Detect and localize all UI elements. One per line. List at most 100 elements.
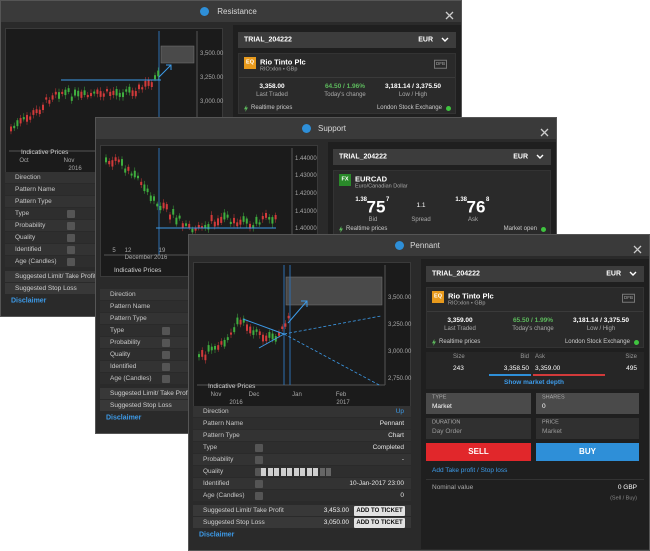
quote-value: 3,359.00 — [447, 316, 473, 324]
y-tick-label: 3,250.00 — [388, 322, 412, 328]
candle-body — [278, 332, 280, 336]
candle-body — [220, 341, 223, 345]
candle-body — [236, 317, 239, 325]
candle-body — [131, 90, 134, 96]
close-button[interactable] — [540, 124, 549, 137]
candle-body — [246, 324, 248, 331]
take-profit-link[interactable]: Add Take profit / Stop loss — [432, 466, 508, 474]
quality-bar-segment — [287, 468, 292, 476]
suggested-label: Suggested Limit/ Take Profit — [15, 272, 96, 280]
close-cross — [540, 128, 549, 137]
quote-value: 3,358.00 — [259, 82, 285, 90]
candle-body — [144, 80, 147, 87]
detail-row — [193, 442, 411, 453]
depth-value: 243 — [453, 364, 464, 372]
detail-value: Completed — [372, 443, 404, 451]
suggested-label: Suggested Limit/ Take Profit — [110, 389, 191, 397]
candle-body — [223, 339, 226, 347]
candle-body — [51, 95, 54, 100]
add-to-ticket-button[interactable] — [354, 506, 405, 516]
add-to-ticket-button[interactable] — [354, 518, 405, 528]
candle-body — [140, 181, 143, 186]
account-selector[interactable] — [238, 32, 456, 48]
detail-label: Pattern Type — [110, 314, 147, 322]
candle-body — [236, 222, 239, 227]
depth-value: 3,359.00 — [535, 364, 561, 372]
candle-body — [287, 315, 290, 319]
x-year-label: 2016 — [229, 400, 243, 406]
chart-caption: Indicative Prices — [21, 148, 69, 156]
instrument-name: EURCAD — [355, 174, 388, 184]
candle-body — [86, 94, 89, 98]
candle-body — [239, 319, 242, 325]
detail-row — [193, 418, 411, 429]
account-currency: EUR — [606, 270, 621, 278]
nominal-note: (Sell / Buy) — [610, 495, 637, 502]
candle-body — [143, 184, 146, 192]
quote-value: 64.50 / 1.96% — [324, 82, 366, 90]
realtime-icon — [244, 105, 248, 112]
detail-label: Type — [15, 209, 30, 217]
status-dot — [541, 226, 546, 232]
show-market-depth[interactable]: Show market depth — [504, 378, 564, 386]
detail-label: Identified — [203, 479, 230, 487]
account-selector[interactable] — [333, 149, 551, 165]
info-icon — [255, 468, 263, 476]
candle-body — [207, 345, 210, 352]
close-button[interactable] — [445, 7, 454, 20]
candle-body — [127, 166, 130, 171]
detail-row — [193, 490, 411, 501]
detail-row — [193, 406, 411, 417]
depth-bid-bar — [489, 374, 531, 376]
instrument-badge — [339, 174, 351, 186]
candle-body — [245, 218, 248, 224]
disclaimer-link[interactable]: Disclaimer — [199, 531, 235, 539]
close-button[interactable] — [633, 241, 642, 254]
x-year-label: December 2016 — [124, 255, 168, 261]
candle-body — [93, 91, 96, 94]
quality-bar-segment — [306, 468, 312, 476]
candle-body — [226, 337, 229, 341]
candle-body — [175, 217, 178, 225]
candle-body — [194, 227, 197, 231]
disclaimer-link[interactable]: Disclaimer — [106, 414, 142, 422]
candle-body — [22, 117, 25, 120]
account-name: TRIAL_204222 — [244, 36, 292, 44]
detail-row — [193, 430, 411, 441]
candle-body — [230, 332, 232, 335]
order-field[interactable] — [536, 418, 639, 439]
depth-value: 3,358.50 — [503, 364, 529, 372]
realtime-label: Realtime prices — [251, 105, 293, 111]
buy-button[interactable] — [536, 443, 639, 461]
candle-body — [10, 126, 12, 132]
y-tick-label: 1.40000 — [295, 226, 317, 232]
depth-header: Size — [453, 354, 465, 360]
close-icon — [633, 245, 642, 254]
instrument-badge-label: EQ — [434, 293, 442, 300]
candle-body — [128, 86, 131, 93]
candle-body — [83, 90, 86, 96]
candle-body — [181, 223, 184, 228]
account-selector[interactable] — [426, 266, 644, 282]
sell-button[interactable] — [426, 443, 531, 461]
candle-body — [32, 110, 35, 115]
order-field[interactable] — [426, 418, 531, 439]
order-field[interactable] — [426, 393, 531, 414]
candle-body — [13, 125, 16, 129]
chevron — [441, 37, 449, 42]
y-tick-label: 1.43000 — [295, 173, 317, 179]
candle-body — [169, 214, 171, 220]
detail-label: Direction — [110, 290, 136, 298]
account-currency: EUR — [513, 153, 528, 161]
order-field[interactable] — [536, 393, 639, 414]
disclaimer-link[interactable]: Disclaimer — [11, 297, 47, 305]
quote-divider — [427, 311, 643, 312]
candle-body — [162, 202, 165, 209]
window-title: Resistance — [217, 7, 257, 16]
candle-body — [201, 226, 203, 229]
candle-body — [271, 217, 274, 224]
quality-bar-segment — [261, 468, 266, 476]
candle-body — [99, 91, 102, 97]
x-year-label: 2017 — [336, 400, 350, 406]
status-dot — [446, 105, 451, 111]
